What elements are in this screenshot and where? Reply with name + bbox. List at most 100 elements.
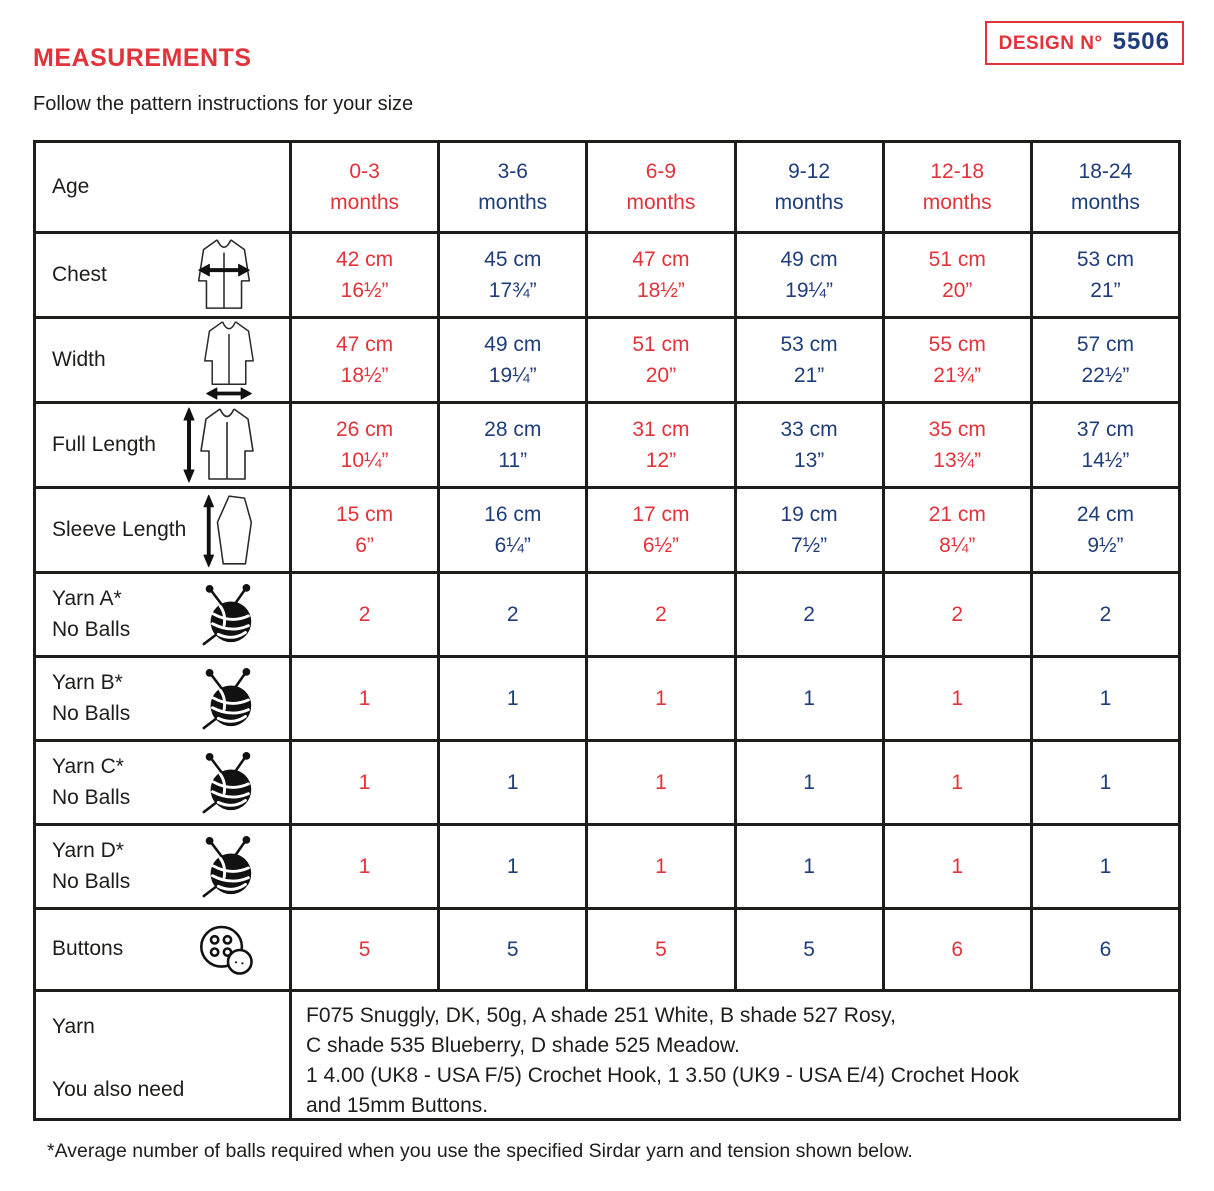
- yarn-b-balls-cell: 1: [585, 658, 733, 739]
- full-length-value-cell: 33 cm 13”: [733, 404, 882, 486]
- yarn-info-line: F075 Snuggly, DK, 50g, A shade 251 White…: [306, 1004, 896, 1027]
- yarn-ball-icon: [197, 751, 259, 815]
- width-label: Width: [52, 347, 106, 371]
- design-number-value: 5506: [1112, 28, 1170, 55]
- buttons-count-cell: 5: [585, 910, 733, 989]
- yarn-b-label: Yarn B* No Balls: [52, 671, 131, 725]
- yarn-d-row: Yarn D* No Balls: [36, 823, 1178, 907]
- sleeve-length-value-cell: 16 cm 6¼”: [437, 489, 585, 571]
- sleeve-length-label: Sleeve Length: [52, 517, 187, 541]
- yarn-c-label-cell: Yarn C* No Balls: [36, 742, 289, 823]
- width-label-cell: Width: [36, 319, 289, 401]
- yarn-a-balls-cell: 2: [881, 574, 1030, 655]
- age-header-row: Age 0-3 months 3-6 months 6-9 months 9-12 month…: [36, 143, 1178, 231]
- width-value-cell: 53 cm 21”: [733, 319, 882, 401]
- width-value-cell: 57 cm 22½”: [1029, 319, 1178, 401]
- sleeve-length-value-cell: 15 cm 6”: [289, 489, 437, 571]
- age-column-header: 6-9 months: [585, 143, 733, 231]
- yarn-b-balls-cell: 1: [881, 658, 1030, 739]
- yarn-a-balls-cell: 2: [585, 574, 733, 655]
- yarn-a-balls-cell: 2: [289, 574, 437, 655]
- width-value-cell: 49 cm 19¼”: [437, 319, 585, 401]
- buttons-count-cell: 6: [1029, 910, 1178, 989]
- yarn-info-line: 1 4.00 (UK8 - USA F/5) Crochet Hook, 1 3…: [306, 1064, 1020, 1087]
- yarn-d-balls-cell: 1: [585, 826, 733, 907]
- jacket-length-arrow-icon: [181, 406, 259, 484]
- age-column-header: 18-24 months: [1029, 143, 1178, 231]
- buttons-count-cell: 6: [881, 910, 1030, 989]
- yarn-info-row: Yarn You also need F075 Snuggly, DK, 50g…: [36, 989, 1178, 1121]
- yarn-b-balls-cell: 1: [1029, 658, 1178, 739]
- buttons-count-cell: 5: [733, 910, 882, 989]
- yarn-d-balls-cell: 1: [881, 826, 1030, 907]
- yarn-c-balls-cell: 1: [1029, 742, 1178, 823]
- yarn-ball-icon: [197, 667, 259, 731]
- jacket-width-arrow-icon: [199, 319, 259, 401]
- yarn-a-balls-cell: 2: [437, 574, 585, 655]
- yarn-info-label: Yarn: [52, 1015, 95, 1038]
- yarn-ball-icon: [197, 835, 259, 899]
- yarn-a-label-cell: Yarn A* No Balls: [36, 574, 289, 655]
- chest-value-cell: 47 cm 18½”: [585, 234, 733, 316]
- average-balls-footnote: *Average number of balls required when y…: [47, 1140, 913, 1162]
- chest-value-cell: 49 cm 19¼”: [733, 234, 882, 316]
- sleeve-length-value-cell: 21 cm 8¼”: [881, 489, 1030, 571]
- yarn-ball-icon: [197, 583, 259, 647]
- yarn-c-row: Yarn C* No Balls: [36, 739, 1178, 823]
- yarn-c-balls-cell: 1: [289, 742, 437, 823]
- buttons-label-cell: Buttons: [36, 910, 289, 989]
- width-value-cell: 51 cm 20”: [585, 319, 733, 401]
- yarn-b-balls-cell: 1: [437, 658, 585, 739]
- yarn-info-text: F075 Snuggly, DK, 50g, A shade 251 White…: [289, 992, 1178, 1121]
- yarn-info-line: C shade 535 Blueberry, D shade 525 Meado…: [306, 1034, 740, 1057]
- full-length-value-cell: 37 cm 14½”: [1029, 404, 1178, 486]
- you-also-need-label: You also need: [52, 1078, 185, 1102]
- yarn-b-balls-cell: 1: [733, 658, 882, 739]
- full-length-value-cell: 31 cm 12”: [585, 404, 733, 486]
- page-title: MEASUREMENTS: [33, 44, 252, 72]
- yarn-a-balls-cell: 2: [733, 574, 882, 655]
- chest-value-cell: 53 cm 21”: [1029, 234, 1178, 316]
- yarn-b-row: Yarn B* No Balls: [36, 655, 1178, 739]
- full-length-label-cell: Full Length: [36, 404, 289, 486]
- yarn-d-label-cell: Yarn D* No Balls: [36, 826, 289, 907]
- chest-value-cell: 42 cm 16½”: [289, 234, 437, 316]
- width-value-cell: 47 cm 18½”: [289, 319, 437, 401]
- yarn-info-line: and 15mm Buttons.: [306, 1094, 489, 1117]
- sleeve-length-arrow-icon: [201, 491, 259, 569]
- yarn-info-label-cell: Yarn You also need: [36, 992, 289, 1121]
- full-length-row: Full Length 26 cm 10¼” 28 cm 11” 31 cm 12” 33 …: [36, 401, 1178, 486]
- yarn-c-balls-cell: 1: [881, 742, 1030, 823]
- age-column-header: 12-18 months: [881, 143, 1030, 231]
- design-number-box: DESIGN N° 5506: [984, 21, 1184, 65]
- yarn-d-balls-cell: 1: [1029, 826, 1178, 907]
- yarn-c-balls-cell: 1: [437, 742, 585, 823]
- yarn-c-label: Yarn C* No Balls: [52, 755, 131, 809]
- full-length-label: Full Length: [52, 432, 156, 456]
- chest-value-cell: 51 cm 20”: [881, 234, 1030, 316]
- yarn-d-label: Yarn D* No Balls: [52, 839, 131, 893]
- age-column-header: 0-3 months: [289, 143, 437, 231]
- full-length-value-cell: 26 cm 10¼”: [289, 404, 437, 486]
- width-row: Width 47 cm 18½” 49 cm 19¼” 51 cm 20” 53 cm 21”…: [36, 316, 1178, 401]
- chest-value-cell: 45 cm 17¾”: [437, 234, 585, 316]
- full-length-value-cell: 28 cm 11”: [437, 404, 585, 486]
- yarn-d-balls-cell: 1: [437, 826, 585, 907]
- sleeve-length-value-cell: 24 cm 9½”: [1029, 489, 1178, 571]
- yarn-b-label-cell: Yarn B* No Balls: [36, 658, 289, 739]
- buttons-icon: [197, 923, 259, 977]
- full-length-value-cell: 35 cm 13¾”: [881, 404, 1030, 486]
- yarn-a-balls-cell: 2: [1029, 574, 1178, 655]
- yarn-a-label: Yarn A* No Balls: [52, 587, 131, 641]
- measurements-table: Age 0-3 months 3-6 months 6-9 months 9-12 month…: [33, 140, 1181, 1121]
- chest-row: Chest 42 cm 16½” 45 cm 17¾” 47 cm 18½” 49 cm 19…: [36, 231, 1178, 316]
- yarn-b-balls-cell: 1: [289, 658, 437, 739]
- size-instructions-subtitle: Follow the pattern instructions for your…: [33, 93, 414, 115]
- yarn-c-balls-cell: 1: [733, 742, 882, 823]
- yarn-d-balls-cell: 1: [733, 826, 882, 907]
- design-number-label: DESIGN N°: [998, 33, 1103, 54]
- sleeve-length-value-cell: 19 cm 7½”: [733, 489, 882, 571]
- sleeve-length-row: Sleeve Length 15 cm 6” 16 cm 6¼” 17 cm 6½” 19 …: [36, 486, 1178, 571]
- yarn-c-balls-cell: 1: [585, 742, 733, 823]
